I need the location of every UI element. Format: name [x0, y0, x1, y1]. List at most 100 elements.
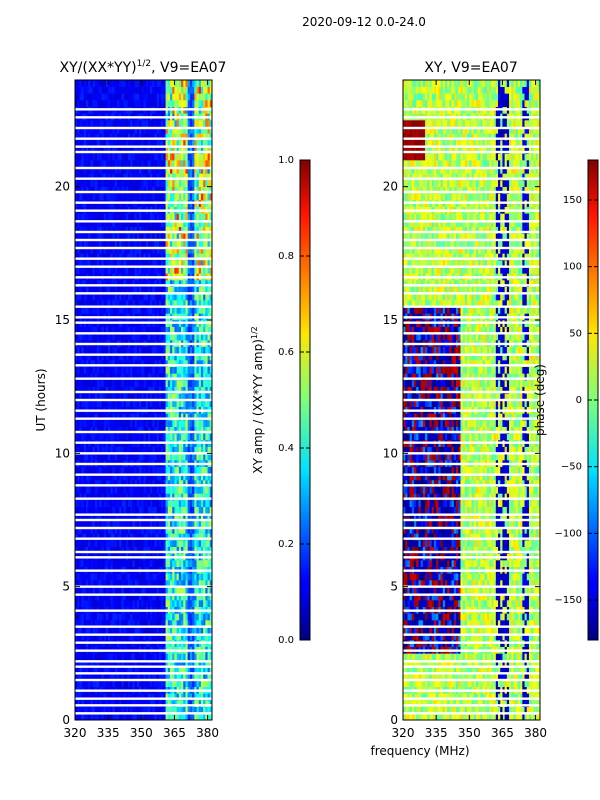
amplitude-cell — [77, 253, 80, 261]
amplitude-cell — [163, 266, 166, 274]
amplitude-cell — [172, 333, 175, 341]
amplitude-cell — [143, 333, 147, 341]
amplitude-cell — [189, 526, 193, 534]
amplitude-cell — [136, 706, 140, 714]
amplitude-cell — [192, 413, 195, 421]
amplitude-cell — [134, 246, 138, 254]
amplitude-cell — [198, 333, 202, 341]
amplitude-cell — [86, 586, 89, 594]
amplitude-cell — [143, 286, 147, 294]
amplitude-cell — [183, 226, 186, 234]
amplitude-cell — [79, 420, 82, 427]
amplitude-cell — [198, 660, 202, 667]
amplitude-cell — [110, 426, 113, 434]
amplitude-cell — [90, 706, 93, 714]
amplitude-cell — [86, 626, 89, 634]
amplitude-cell — [158, 620, 162, 627]
amplitude-cell — [79, 213, 82, 221]
amplitude-cell — [121, 326, 124, 334]
amplitude-cell — [88, 526, 91, 534]
amplitude-cell — [192, 480, 195, 487]
amplitude-cell — [165, 446, 169, 454]
amplitude-cell — [176, 353, 180, 361]
amplitude-cell — [203, 520, 206, 527]
amplitude-cell — [189, 633, 193, 641]
amplitude-cell — [101, 233, 105, 241]
amplitude-cell — [176, 380, 180, 387]
amplitude-cell — [75, 700, 78, 707]
amplitude-cell — [150, 653, 153, 661]
amplitude-cell — [81, 333, 85, 341]
amplitude-cell — [108, 260, 111, 267]
amplitude-cell — [152, 560, 155, 567]
amplitude-cell — [112, 513, 116, 521]
amplitude-cell — [183, 306, 186, 314]
amplitude-cell — [101, 680, 105, 687]
amplitude-cell — [167, 493, 171, 501]
amplitude-cell — [209, 660, 212, 667]
amplitude-cell — [189, 293, 193, 301]
amplitude-cell — [205, 493, 208, 501]
amplitude-cell — [105, 633, 109, 641]
amplitude-cell — [192, 220, 195, 227]
amplitude-cell — [194, 626, 197, 634]
amplitude-cell — [128, 573, 131, 581]
amplitude-cell — [209, 400, 212, 407]
amplitude-cell — [86, 433, 89, 441]
amplitude-cell — [75, 713, 78, 720]
amplitude-cell — [187, 620, 191, 627]
amplitude-cell — [152, 653, 155, 661]
amplitude-cell — [125, 506, 129, 514]
amplitude-cell — [209, 266, 212, 274]
amplitude-cell — [203, 400, 206, 407]
amplitude-cell — [97, 633, 100, 641]
amplitude-cell — [143, 613, 147, 621]
amplitude-cell — [176, 453, 180, 461]
amplitude-cell — [112, 500, 116, 507]
amplitude-cell — [192, 693, 195, 701]
amplitude-cell — [134, 666, 138, 674]
amplitude-cell — [128, 700, 131, 707]
amplitude-cell — [121, 446, 124, 454]
amplitude-cell — [132, 713, 135, 720]
amplitude-cell — [116, 280, 120, 287]
amplitude-cell — [103, 500, 107, 507]
amplitude-cell — [178, 480, 182, 487]
amplitude-cell — [172, 573, 175, 581]
amplitude-cell — [187, 326, 191, 334]
amplitude-cell — [105, 253, 109, 261]
amplitude-cell — [147, 373, 151, 381]
amplitude-cell — [198, 353, 202, 361]
amplitude-cell — [79, 580, 82, 587]
amplitude-cell — [174, 660, 177, 667]
amplitude-cell — [90, 666, 93, 674]
amplitude-cell — [108, 593, 111, 601]
amplitude-cell — [103, 260, 107, 267]
amplitude-cell — [83, 633, 87, 641]
amplitude-cell — [170, 653, 173, 661]
amplitude-cell — [114, 420, 118, 427]
amplitude-cell — [86, 613, 89, 621]
amplitude-cell — [194, 286, 197, 294]
amplitude-cell — [83, 233, 87, 241]
amplitude-cell — [192, 240, 195, 247]
amplitude-cell — [125, 513, 129, 521]
amplitude-cell — [103, 326, 107, 334]
amplitude-cell — [143, 240, 147, 247]
amplitude-cell — [130, 593, 133, 601]
amplitude-cell — [114, 480, 118, 487]
amplitude-cell — [114, 520, 118, 527]
amplitude-cell — [86, 413, 89, 421]
amplitude-cell — [143, 493, 147, 501]
amplitude-cell — [114, 466, 118, 474]
amplitude-cell — [83, 360, 87, 367]
amplitude-cell — [130, 373, 133, 381]
amplitude-cell — [97, 286, 100, 294]
amplitude-cell — [194, 386, 197, 394]
amplitude-cell — [86, 233, 89, 241]
amplitude-cell — [205, 706, 208, 714]
amplitude-cell — [172, 520, 175, 527]
amplitude-cell — [88, 513, 91, 521]
amplitude-cell — [207, 420, 211, 427]
amplitude-cell — [192, 680, 195, 687]
